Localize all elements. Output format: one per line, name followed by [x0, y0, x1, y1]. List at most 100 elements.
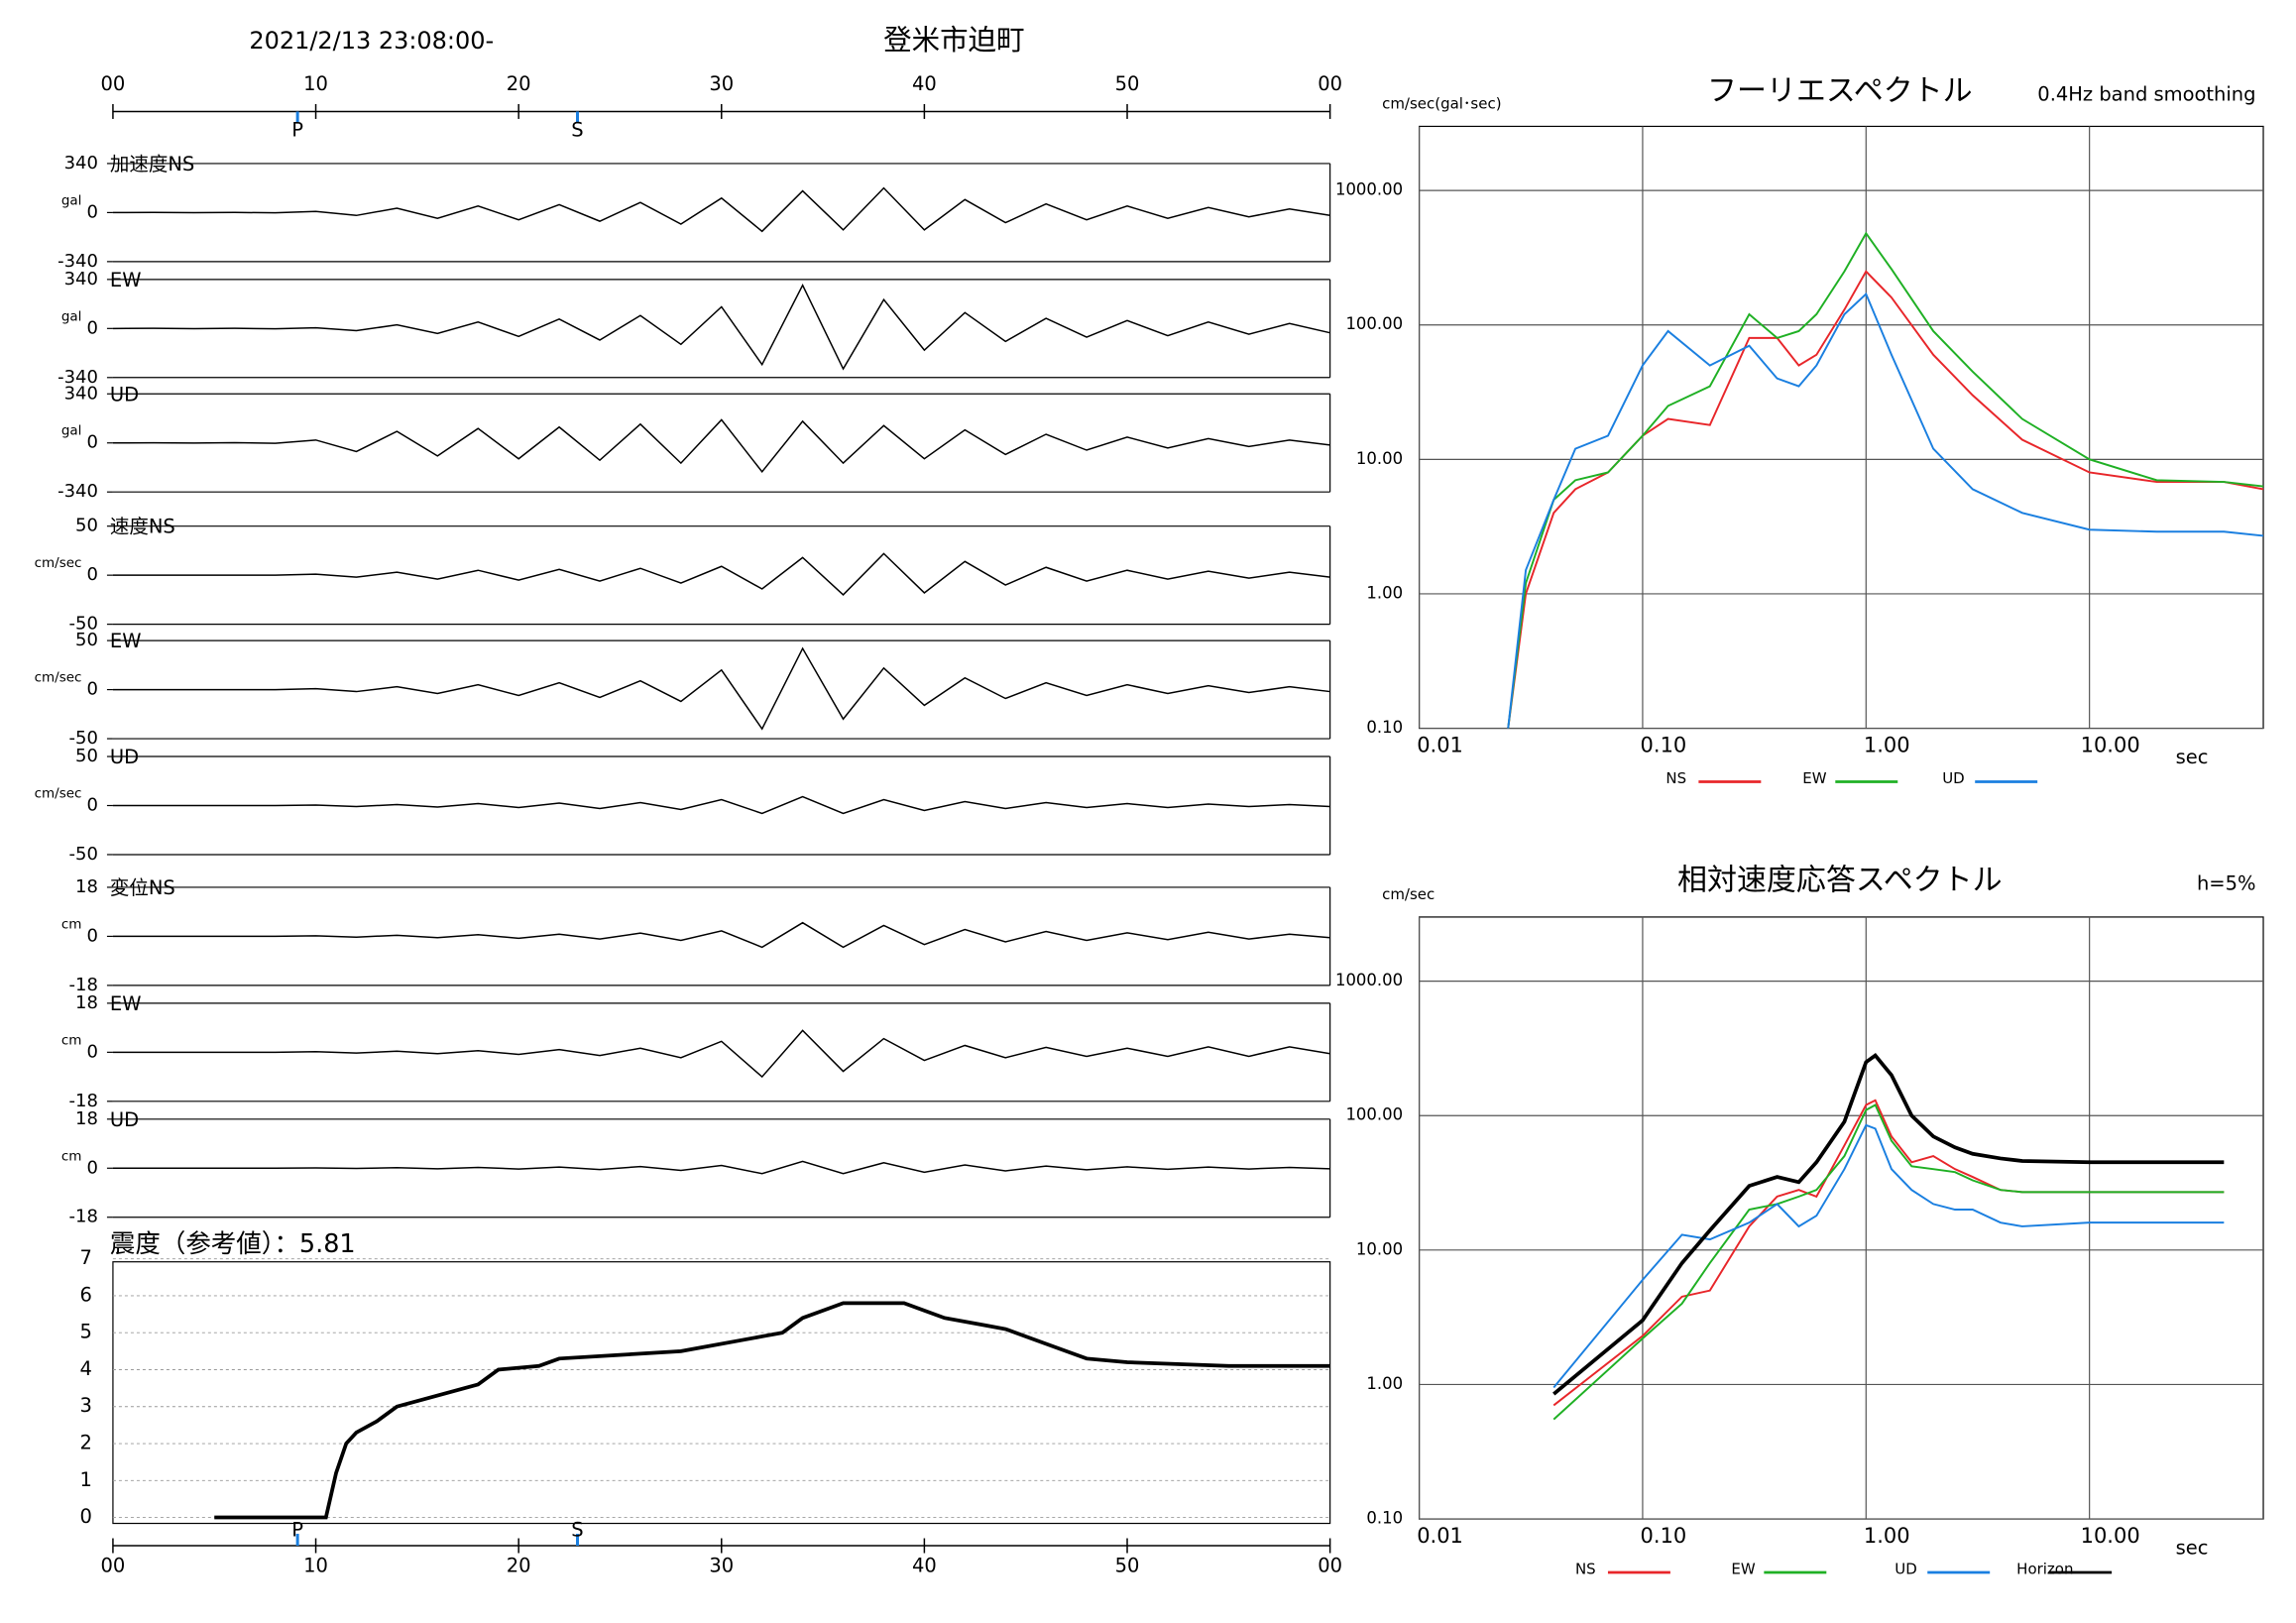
x-tick-label: 0.10 [1641, 734, 1687, 757]
y-tick-label: 0 [86, 795, 97, 816]
panel-unit: gal [61, 423, 82, 439]
spectrum-line [1552, 1103, 2225, 1421]
x-tick-label: 00 [1318, 1555, 1342, 1577]
y-tick-label: 3 [80, 1394, 92, 1417]
legend-label: Horizon [2016, 1561, 2073, 1578]
phase-label: S [571, 1519, 583, 1542]
legend-label: NS [1665, 769, 1686, 787]
y-tick-label: 7 [80, 1246, 92, 1269]
y-tick-label: 1.00 [1366, 583, 1403, 602]
x-tick-label: 0.01 [1417, 734, 1463, 757]
waveform [112, 186, 1330, 233]
phase-label: S [571, 118, 583, 141]
y-tick-label: -18 [69, 1091, 98, 1111]
spectrum-title: フーリエスペクトル [1707, 73, 1973, 108]
station-name: 登米市迫町 [883, 24, 1024, 57]
legend-label: UD [1894, 1561, 1917, 1578]
panel-label: EW [110, 992, 142, 1015]
y-tick-label: 340 [64, 153, 98, 174]
intensity-title: 震度（参考値）：5.81 [110, 1229, 356, 1259]
y-tick-label: 4 [80, 1357, 92, 1380]
y-tick-label: 50 [75, 630, 98, 650]
x-axis-label: sec [2176, 1537, 2209, 1560]
y-tick-label: 0 [86, 1157, 97, 1178]
y-tick-label: -340 [57, 481, 98, 502]
y-tick-label: -340 [57, 367, 98, 388]
panel-unit: gal [61, 192, 82, 208]
x-tick-label: 20 [507, 1555, 531, 1577]
y-tick-label: 1 [80, 1468, 92, 1491]
phase-label: P [291, 1519, 303, 1542]
y-tick-label: -50 [69, 614, 98, 635]
panel-unit: cm/sec [35, 786, 82, 802]
x-tick-label: 10 [303, 1555, 328, 1577]
y-tick-label: 1000.00 [1335, 180, 1403, 199]
y-tick-label: 0.10 [1366, 1509, 1403, 1528]
y-tick-label: -18 [69, 975, 98, 995]
spectrum-note: 0.4Hz band smoothing [2037, 82, 2255, 105]
panel-label: 変位NS [110, 876, 175, 899]
panel-unit: cm/sec [35, 670, 82, 686]
y-tick-label: 5 [80, 1321, 92, 1343]
plot-frame [112, 1261, 1331, 1525]
y-tick-label: 18 [75, 876, 98, 897]
phase-label: P [291, 118, 303, 141]
y-tick-label: 50 [75, 746, 98, 766]
waveform [112, 283, 1330, 371]
spectrum-line [1507, 270, 2264, 729]
panel-label: UD [110, 383, 139, 406]
y-tick-label: 340 [64, 269, 98, 290]
x-tick-label: 0.10 [1641, 1524, 1687, 1548]
panel-label: 速度NS [110, 516, 175, 538]
y-axis-label: cm/sec(gal･sec) [1382, 94, 1501, 112]
x-tick-label: 1.00 [1864, 1524, 1910, 1548]
y-tick-label: 2 [80, 1432, 92, 1454]
y-tick-label: 100.00 [1345, 1105, 1403, 1124]
panel-unit: gal [61, 308, 82, 324]
y-tick-label: 0 [86, 317, 97, 338]
y-tick-label: 18 [75, 992, 98, 1013]
waveform [112, 418, 1330, 474]
x-tick-label: 40 [912, 72, 937, 95]
panel-label: UD [110, 746, 139, 768]
spectrum-line [1552, 1123, 2225, 1389]
legend-label: EW [1731, 1561, 1755, 1578]
y-tick-label: 0.10 [1366, 718, 1403, 737]
y-tick-label: -50 [69, 844, 98, 865]
x-tick-label: 50 [1115, 72, 1140, 95]
x-tick-label: 00 [101, 1555, 126, 1577]
y-tick-label: 0 [80, 1505, 92, 1528]
spectrum-line [1552, 1053, 2225, 1396]
y-tick-label: 0 [86, 564, 97, 585]
panel-unit: cm/sec [35, 555, 82, 571]
y-tick-label: 0 [86, 201, 97, 222]
y-tick-label: -340 [57, 251, 98, 272]
y-axis-label: cm/sec [1382, 885, 1435, 903]
panel-label: EW [110, 630, 142, 652]
y-tick-label: 18 [75, 1108, 98, 1129]
y-tick-label: 1000.00 [1335, 971, 1403, 989]
legend-label: UD [1942, 769, 1965, 787]
x-tick-label: 1.00 [1864, 734, 1910, 757]
y-tick-label: 100.00 [1345, 314, 1403, 333]
y-tick-label: 0 [86, 925, 97, 946]
y-tick-label: 0 [86, 432, 97, 453]
record-time: 2021/2/13 23:08:00- [249, 27, 494, 55]
y-tick-label: 340 [64, 383, 98, 404]
x-tick-label: 10.00 [2081, 1524, 2140, 1548]
waveform [112, 646, 1330, 731]
panel-unit: cm [61, 1032, 82, 1048]
x-tick-label: 50 [1115, 1555, 1140, 1577]
y-tick-label: 0 [86, 679, 97, 700]
waveform [112, 1029, 1330, 1079]
spectrum-line [1507, 231, 2264, 729]
panel-label: 加速度NS [110, 153, 194, 175]
y-tick-label: -18 [69, 1207, 98, 1227]
waveform [112, 921, 1330, 949]
intensity-line [214, 1301, 1330, 1520]
legend-label: NS [1575, 1561, 1596, 1578]
x-tick-label: 00 [1318, 72, 1342, 95]
y-tick-label: 10.00 [1356, 449, 1403, 468]
